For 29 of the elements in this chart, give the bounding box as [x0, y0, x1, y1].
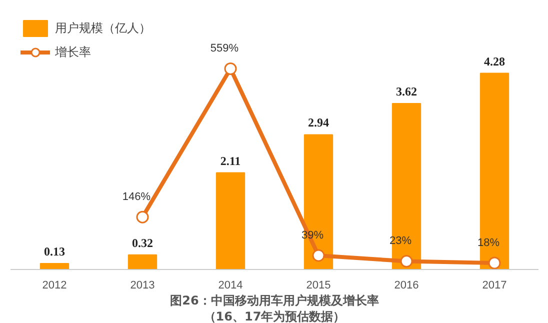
data-label: 2.11: [220, 154, 241, 168]
bar: [304, 134, 334, 270]
x-tick-label: 2017: [482, 280, 507, 292]
point: [224, 62, 237, 75]
bar: [128, 254, 158, 270]
data-label: 0.13: [44, 244, 65, 259]
data-label: 146%: [122, 191, 151, 204]
x-tick-label: 2013: [130, 280, 155, 292]
x-tick-label: 2015: [306, 280, 331, 292]
bar: [392, 103, 422, 270]
bar: [216, 172, 246, 270]
point: [136, 210, 149, 224]
x-tick-label: 2012: [42, 280, 67, 292]
data-label: 4.28: [484, 54, 505, 68]
point: [312, 249, 325, 262]
text: （16、17年为预估数据）: [204, 310, 346, 323]
x-tick-label: 2016: [394, 280, 419, 292]
caption: 图26：中国移动用车用户规模及增长率: [170, 294, 379, 308]
bar: [480, 72, 510, 270]
legend-label: 增长率: [55, 44, 91, 60]
data-label: 559%: [210, 42, 239, 55]
data-label: 0.32: [132, 236, 153, 250]
point: [400, 255, 413, 268]
legend-label: 用户规模（亿人）: [55, 20, 151, 36]
x-tick-label: 2014: [218, 280, 243, 292]
bar: [40, 263, 70, 270]
data-label: 2.94: [308, 116, 329, 130]
point: [488, 256, 501, 270]
data-label: 3.62: [396, 84, 417, 99]
